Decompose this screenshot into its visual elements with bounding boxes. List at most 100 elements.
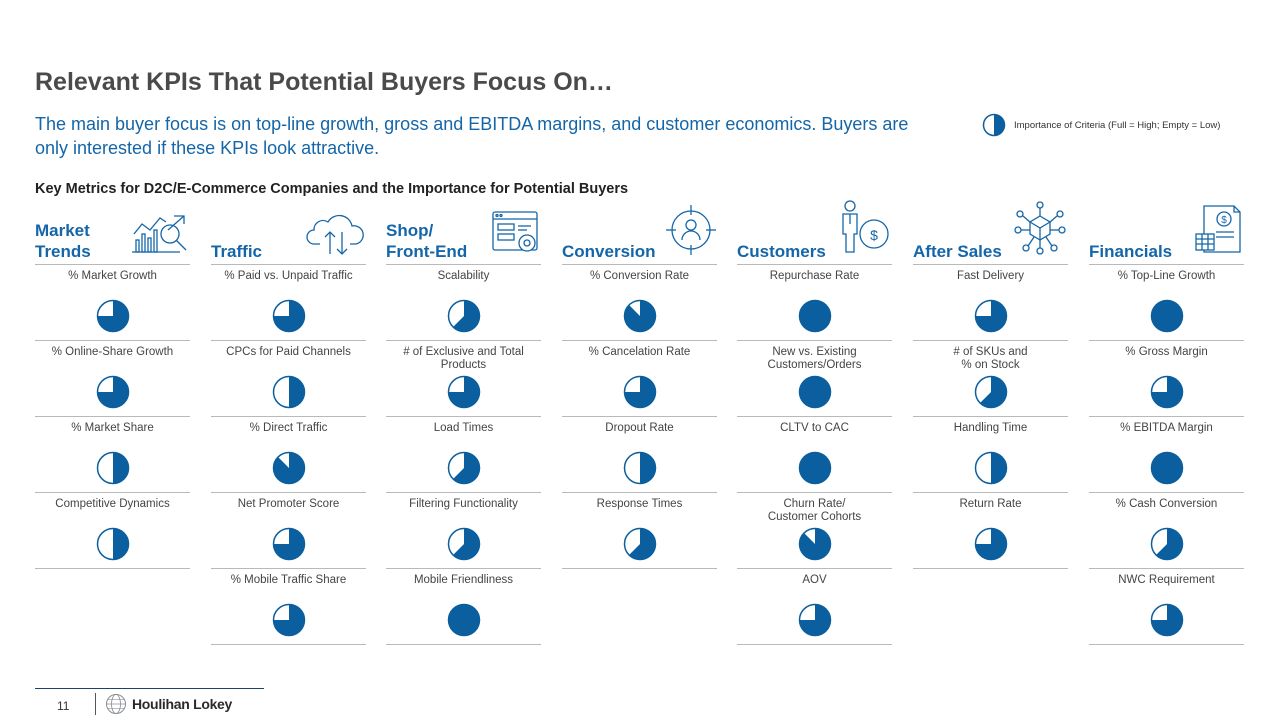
target-user-icon: [665, 204, 717, 261]
kpi-label: Response Times: [596, 498, 683, 510]
pie-fill: [1151, 300, 1182, 332]
market-trends-icon: [130, 212, 190, 261]
importance-pie: [447, 299, 480, 333]
pie-fill: [639, 452, 655, 484]
kpi-label: Load Times: [433, 422, 494, 434]
importance-pie: [974, 527, 1007, 561]
kpi-label: % EBITDA Margin: [1120, 422, 1213, 434]
pie-fill: [1151, 604, 1182, 636]
importance-pie: [798, 451, 831, 485]
kpi-label: Dropout Rate: [605, 422, 674, 434]
kpi-label: AOV: [802, 574, 827, 586]
pie-fill: [112, 528, 128, 560]
importance-pie: [623, 527, 656, 561]
website-settings-icon: [491, 210, 541, 261]
importance-pie: [96, 527, 129, 561]
kpi-label: % Cash Conversion: [1115, 498, 1218, 510]
importance-pie: [798, 527, 831, 561]
customer-dollar-icon: $: [836, 200, 892, 261]
kpi-item: Response Times: [562, 493, 717, 569]
column-title: Financials: [1089, 242, 1173, 261]
pie-fill: [975, 300, 1006, 332]
kpi-label: New vs. Existing Customers/Orders: [767, 346, 862, 371]
importance-pie: [1150, 451, 1183, 485]
kpi-item: % Top-Line Growth: [1089, 265, 1244, 341]
pie-fill: [112, 452, 128, 484]
importance-pie: [1150, 375, 1183, 409]
kpi-item: % Paid vs. Unpaid Traffic: [211, 265, 366, 341]
kpi-item: Competitive Dynamics: [35, 493, 190, 569]
kpi-item: % Market Share: [35, 417, 190, 493]
kpi-column: Market Trends % Market Growth % Online-Sha…: [35, 206, 190, 569]
kpi-item: % Market Growth: [35, 265, 190, 341]
pie-fill: [1151, 376, 1182, 408]
kpi-label: CLTV to CAC: [780, 422, 849, 434]
page-title: Relevant KPIs That Potential Buyers Focu…: [35, 68, 613, 96]
section-heading: Key Metrics for D2C/E-Commerce Companies…: [35, 181, 629, 197]
kpi-label: Fast Delivery: [956, 270, 1025, 282]
importance-pie: [447, 375, 480, 409]
legend-text: Importance of Criteria (Full = High; Emp…: [1014, 119, 1221, 131]
column-header: Financials $: [1089, 205, 1244, 265]
kpi-item: Churn Rate/ Customer Cohorts: [737, 493, 892, 569]
kpi-label: % Mobile Traffic Share: [230, 574, 347, 586]
kpi-item: % Gross Margin: [1089, 341, 1244, 417]
kpi-item: AOV: [737, 569, 892, 645]
column-title: Market Trends: [35, 221, 91, 261]
pie-fill: [448, 604, 479, 636]
kpi-label: % Online-Share Growth: [51, 346, 174, 358]
page-subtitle: The main buyer focus is on top-line grow…: [35, 114, 909, 158]
kpi-item: Mobile Friendliness: [386, 569, 541, 645]
pie-fill: [994, 114, 1005, 136]
kpi-item: New vs. Existing Customers/Orders: [737, 341, 892, 417]
kpi-label: Repurchase Rate: [769, 270, 860, 282]
pie-fill: [452, 528, 479, 560]
kpi-item: % Mobile Traffic Share: [211, 569, 366, 645]
pie-fill: [990, 452, 1006, 484]
kpi-label: Return Rate: [959, 498, 1022, 510]
kpi-column: Conversion % Conversion Rate % Cancelation…: [562, 204, 717, 569]
pie-fill: [979, 376, 1006, 408]
pie-fill: [624, 300, 655, 332]
importance-pie: [623, 299, 656, 333]
svg-text:$: $: [870, 227, 878, 243]
kpi-label: Competitive Dynamics: [55, 498, 170, 510]
legend-pie-icon: [982, 113, 1006, 137]
kpi-item: Return Rate: [913, 493, 1068, 569]
kpi-item: CLTV to CAC: [737, 417, 892, 493]
kpi-item: Scalability: [386, 265, 541, 341]
importance-pie: [272, 375, 305, 409]
importance-pie: [96, 375, 129, 409]
importance-pie: [623, 375, 656, 409]
importance-pie: [272, 299, 305, 333]
importance-pie: [623, 451, 656, 485]
kpi-label: Net Promoter Score: [237, 498, 340, 510]
kpi-column: Traffic % Paid vs. Unpaid Traffic CPCs for…: [211, 206, 366, 645]
kpi-label: % Direct Traffic: [249, 422, 328, 434]
kpi-item: Filtering Functionality: [386, 493, 541, 569]
kpi-item: # of SKUs and % on Stock: [913, 341, 1068, 417]
kpi-item: Fast Delivery: [913, 265, 1068, 341]
importance-pie: [1150, 603, 1183, 637]
svg-text:$: $: [1221, 215, 1227, 226]
importance-pie: [96, 299, 129, 333]
cloud-transfer-icon: [306, 210, 366, 261]
kpi-item: % Direct Traffic: [211, 417, 366, 493]
importance-pie: [272, 451, 305, 485]
page-number: 11: [57, 699, 70, 713]
importance-pie: [272, 527, 305, 561]
column-header: Market Trends: [35, 206, 190, 265]
column-title: Conversion: [562, 242, 656, 261]
kpi-column: After Sales Fast Delivery # of SKUs and % …: [913, 201, 1068, 569]
kpi-label: Churn Rate/ Customer Cohorts: [767, 498, 862, 523]
kpi-item: CPCs for Paid Channels: [211, 341, 366, 417]
column-header: Shop/ Front-End: [386, 206, 541, 265]
column-header: Customers $: [737, 200, 892, 265]
kpi-item: Dropout Rate: [562, 417, 717, 493]
pie-fill: [799, 604, 830, 636]
kpi-label: CPCs for Paid Channels: [226, 346, 351, 358]
kpi-label: % Top-Line Growth: [1117, 270, 1216, 282]
column-header: Conversion: [562, 204, 717, 265]
kpi-label: NWC Requirement: [1118, 574, 1215, 586]
globe-logo-icon: [106, 694, 126, 714]
